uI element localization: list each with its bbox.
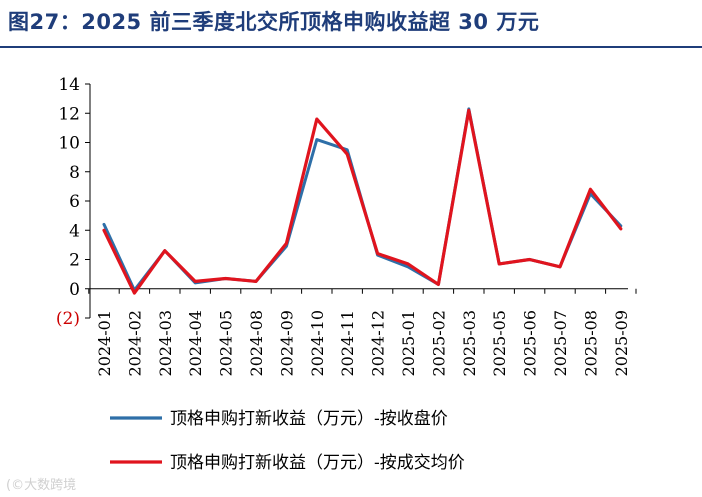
x-tick-label: 2025-06 (521, 310, 540, 376)
x-tick-label: 2024-04 (186, 310, 205, 376)
x-tick-label: 2024-01 (95, 310, 114, 376)
x-tick-label: 2024-08 (247, 310, 266, 376)
y-tick-label: 10 (58, 134, 80, 154)
x-tick-label: 2024-12 (369, 310, 388, 376)
figure-title: 图27：2025 前三季度北交所顶格申购收益超 30 万元 (8, 10, 540, 34)
legend-label: 顶格申购打新收益（万元）-按收盘价 (170, 409, 448, 429)
x-tick-label: 2024-03 (156, 310, 175, 376)
y-tick-label: 14 (58, 75, 80, 95)
x-tick-label: 2025-02 (429, 310, 448, 376)
x-tick-label: 2024-11 (338, 310, 357, 376)
y-tick-label: 0 (69, 280, 80, 300)
watermark: (©大数跨境 (6, 478, 77, 493)
x-tick-label: 2025-05 (490, 310, 509, 376)
x-tick-label: 2025-08 (581, 310, 600, 376)
series-line (102, 108, 623, 295)
x-tick-label: 2025-03 (460, 310, 479, 376)
y-tick-label: 2 (69, 251, 80, 271)
x-tick-label: 2025-01 (399, 310, 418, 376)
y-tick-label: (2) (56, 309, 80, 329)
x-tick-label: 2025-07 (551, 310, 570, 376)
x-tick-label: 2024-09 (277, 310, 296, 376)
y-tick-label: 8 (69, 163, 80, 183)
x-tick-label: 2024-02 (125, 310, 144, 376)
title-rule (0, 46, 702, 48)
y-tick-label: 4 (69, 221, 80, 241)
legend-label: 顶格申购打新收益（万元）-按成交均价 (170, 453, 465, 473)
y-tick-label: 6 (69, 192, 80, 212)
x-tick-label: 2024-05 (217, 310, 236, 376)
x-tick-label: 2025-09 (612, 310, 631, 376)
x-tick-label: 2024-10 (308, 310, 327, 376)
y-tick-label: 12 (58, 104, 80, 124)
